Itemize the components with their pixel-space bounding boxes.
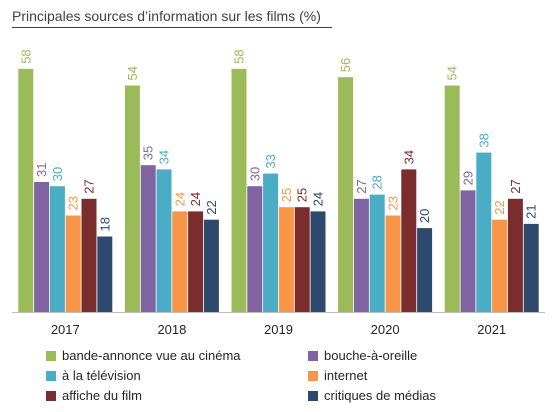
bar-2017-s1 (34, 182, 50, 312)
data-label-2017-s2: 30 (50, 167, 65, 181)
data-label-2021-s0: 54 (445, 66, 460, 80)
data-label-2020-s0: 56 (338, 58, 353, 72)
bar-2018-s0 (124, 85, 140, 312)
legend-label: internet (324, 368, 368, 383)
legend-item-1: bouche-à-oreille (308, 347, 546, 364)
legend-label: bouche-à-oreille (324, 348, 418, 363)
legend-label: à la télévision (62, 368, 141, 383)
data-label-2021-s4: 27 (508, 179, 523, 193)
bar-2018-s3 (172, 211, 188, 312)
data-label-2020-s4: 34 (401, 150, 416, 164)
legend: bande-annonce vue au cinéma bouche-à-orei… (46, 347, 546, 404)
legend-swatch (308, 390, 318, 401)
bar-2017-s2 (49, 186, 65, 312)
x-tick-labels-layer: 2017 2018 2019 2020 2021 (51, 322, 506, 337)
data-label-2017-s4: 27 (82, 179, 97, 193)
x-tick-label-2018: 2018 (157, 322, 186, 337)
legend-label: bande-annonce vue au cinéma (62, 348, 241, 363)
data-label-2019-s4: 25 (295, 188, 310, 202)
bar-2021-s2 (476, 152, 492, 312)
bar-2021-s0 (444, 85, 460, 312)
legend-swatch (46, 350, 56, 361)
data-label-2020-s1: 27 (354, 179, 369, 193)
bar-2020-s1 (353, 198, 369, 312)
bar-2020-s0 (338, 77, 354, 312)
data-label-2020-s2: 28 (370, 175, 385, 189)
data-label-2021-s5: 21 (524, 204, 539, 218)
chart-title: Principales sources d’information sur le… (12, 8, 321, 24)
data-label-2017-s1: 31 (34, 163, 49, 177)
bar-2017-s4 (81, 198, 97, 312)
bar-2019-s5 (310, 211, 326, 312)
bar-2020-s3 (385, 215, 401, 312)
legend-item-4: affiche du film (46, 387, 308, 404)
data-label-2019-s2: 33 (263, 154, 278, 168)
data-label-2017-s0: 58 (18, 49, 33, 63)
data-label-2018-s5: 22 (204, 200, 219, 214)
data-label-2017-s5: 18 (97, 217, 112, 231)
data-label-2019-s5: 24 (311, 192, 326, 206)
data-label-2019-s0: 58 (232, 49, 247, 63)
legend-item-5: critiques de médias (308, 387, 546, 404)
legend-swatch (46, 370, 56, 381)
data-label-2021-s2: 38 (476, 133, 491, 147)
data-label-2021-s1: 29 (461, 171, 476, 185)
bar-2020-s2 (369, 194, 385, 312)
legend-item-0: bande-annonce vue au cinéma (46, 347, 308, 364)
data-label-2020-s3: 23 (386, 196, 401, 210)
data-label-2019-s3: 25 (279, 188, 294, 202)
x-tick-label-2020: 2020 (371, 322, 400, 337)
data-label-2020-s5: 20 (417, 209, 432, 223)
bars-layer (18, 68, 539, 312)
bar-2019-s1 (247, 186, 263, 312)
bar-2019-s0 (231, 68, 247, 312)
data-label-2019-s1: 30 (247, 167, 262, 181)
bar-2020-s4 (401, 169, 417, 312)
bar-2019-s2 (263, 173, 279, 312)
data-label-2017-s3: 23 (66, 196, 81, 210)
data-label-2018-s1: 35 (141, 146, 156, 160)
bar-2017-s3 (65, 215, 81, 312)
bar-2019-s4 (294, 207, 310, 312)
title-underline (12, 27, 332, 28)
bar-2018-s5 (203, 219, 219, 312)
legend-label: affiche du film (62, 388, 142, 403)
legend-swatch (308, 370, 318, 381)
bar-2019-s3 (278, 207, 294, 312)
bar-2018-s2 (156, 169, 172, 312)
bar-2021-s4 (507, 198, 523, 312)
legend-item-3: internet (308, 367, 546, 384)
x-tick-label-2019: 2019 (264, 322, 293, 337)
legend-label: critiques de médias (324, 388, 436, 403)
bar-2017-s5 (97, 236, 113, 312)
legend-swatch (46, 390, 56, 401)
bar-2018-s1 (140, 165, 156, 312)
x-tick-label-2017: 2017 (51, 322, 80, 337)
legend-swatch (308, 350, 318, 361)
data-label-2018-s3: 24 (172, 192, 187, 206)
data-label-2021-s3: 22 (492, 200, 507, 214)
data-label-2018-s0: 54 (125, 66, 140, 80)
bar-2018-s4 (188, 211, 204, 312)
bar-2021-s3 (492, 219, 508, 312)
bar-2021-s1 (460, 190, 476, 312)
bar-2021-s5 (523, 223, 539, 312)
x-tick-label-2021: 2021 (477, 322, 506, 337)
bar-2020-s5 (417, 228, 433, 312)
bar-2017-s0 (18, 68, 34, 312)
data-label-2018-s2: 34 (157, 150, 172, 164)
legend-item-2: à la télévision (46, 367, 308, 384)
data-label-2018-s4: 24 (188, 192, 203, 206)
